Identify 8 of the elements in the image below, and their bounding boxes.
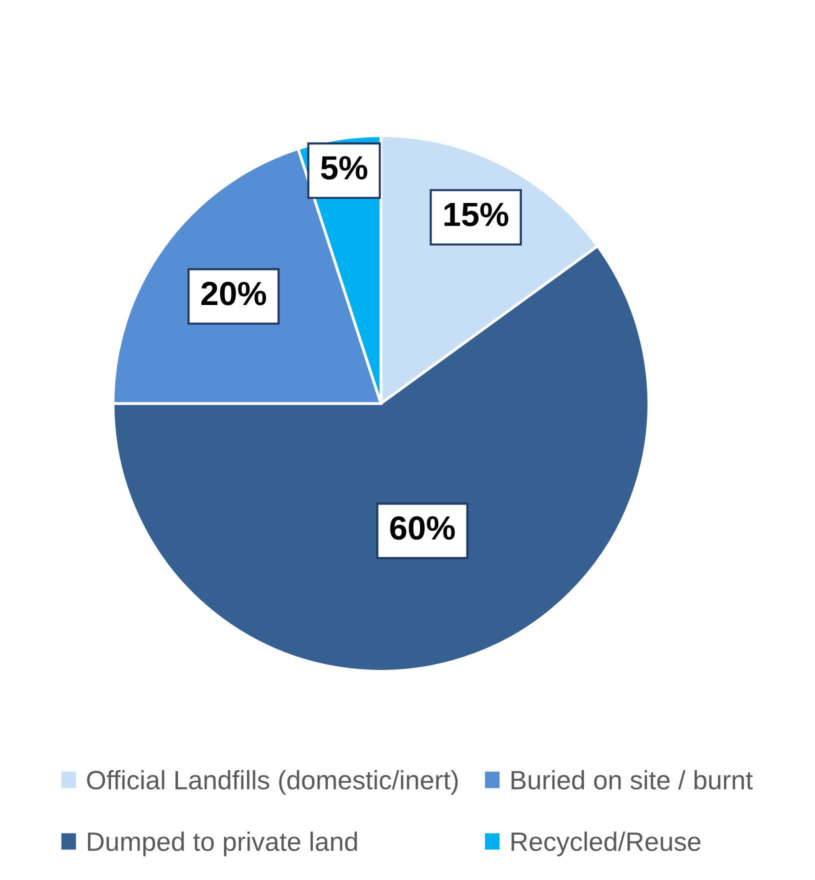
data-label: 60% [390,516,455,540]
legend-label: Dumped to private land [88,832,357,856]
legend-label: Recycled/Reuse [512,832,700,856]
legend-label: Official Landfills (domestic/inert) [87,770,458,795]
data-label: 20% [201,282,266,306]
legend-label: Buried on site / burnt [512,770,753,790]
data-label: 15% [444,202,508,226]
data-label: 5% [320,156,368,180]
